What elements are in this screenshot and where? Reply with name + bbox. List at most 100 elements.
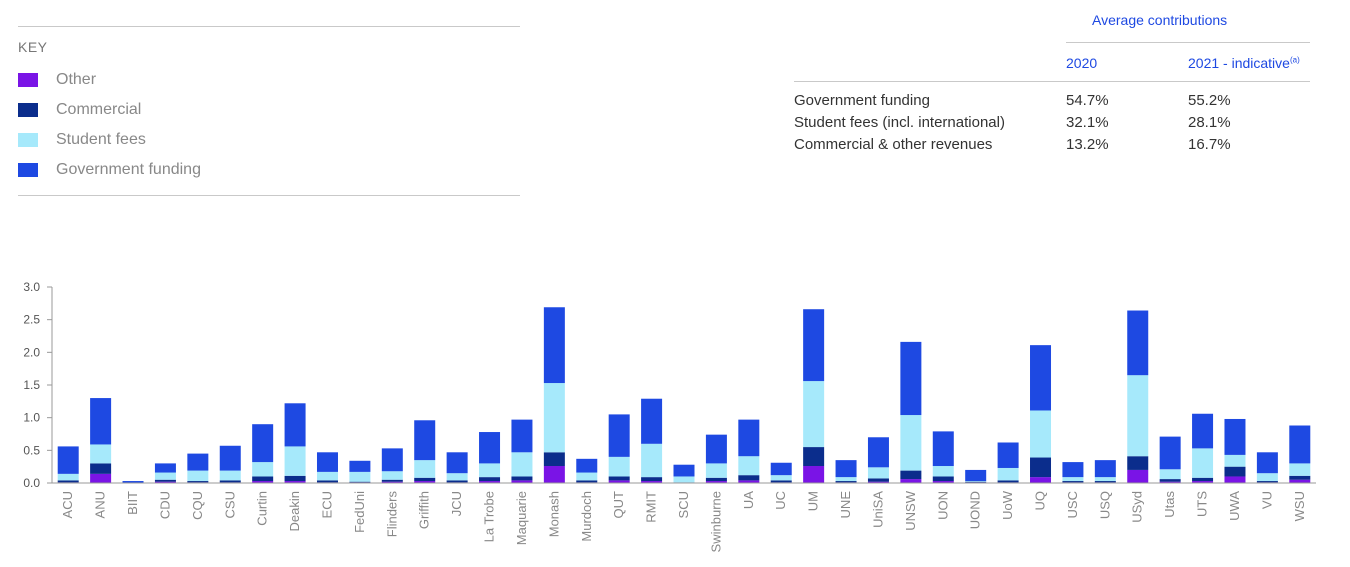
x-tick-label: UTS	[1195, 491, 1210, 517]
x-tick-label: Flinders	[384, 491, 399, 538]
bar-segment-student-fees	[932, 466, 954, 477]
bar-segment-student-fees	[1062, 477, 1084, 482]
bar-segment-government-funding	[1289, 425, 1311, 464]
x-tick-label: JCU	[449, 491, 464, 516]
bar-segment-commercial	[1094, 481, 1116, 483]
value-2021: 16.7%	[1188, 136, 1231, 153]
bar-segment-student-fees	[90, 444, 112, 464]
x-tick-label: USC	[1065, 491, 1080, 518]
x-tick-label: CSU	[222, 491, 237, 518]
bar-segment-government-funding	[705, 434, 727, 464]
value-2021: 55.2%	[1188, 92, 1231, 109]
bar-segment-government-funding	[1127, 310, 1149, 376]
bar-segment-government-funding	[835, 460, 857, 478]
key-title: KEY	[18, 39, 48, 55]
bar-segment-other	[284, 481, 306, 483]
bar-segment-other	[1127, 469, 1149, 483]
y-tick-label: 2.0	[23, 345, 40, 359]
x-tick-label: CDU	[157, 491, 172, 519]
x-tick-label: UC	[773, 491, 788, 510]
bar-segment-government-funding	[576, 458, 598, 473]
key-bottom-rule	[18, 195, 520, 196]
bar-segment-student-fees	[1094, 477, 1116, 482]
swatch-government-funding	[18, 163, 38, 177]
bar-segment-government-funding	[381, 448, 403, 472]
bar-segment-student-fees	[1030, 410, 1052, 458]
bar-segment-student-fees	[641, 443, 663, 478]
row-label: Government funding	[794, 92, 930, 109]
x-tick-label: UA	[741, 491, 756, 509]
bar-segment-student-fees	[1289, 463, 1311, 476]
x-tick-label: Griffith	[417, 491, 432, 529]
bar-segment-student-fees	[1192, 448, 1214, 478]
bar-segment-government-funding	[316, 452, 338, 472]
bar-segment-student-fees	[1224, 454, 1246, 467]
key-label: Commercial	[56, 101, 142, 118]
table-title: Average contributions	[1092, 12, 1228, 28]
x-tick-label: SCU	[676, 491, 691, 518]
bar-segment-student-fees	[414, 460, 436, 478]
bar-segment-other	[738, 480, 760, 483]
bar-segment-commercial	[867, 478, 889, 482]
bar-segment-commercial	[835, 481, 857, 483]
key-item-commercial: Commercial	[18, 95, 520, 125]
x-tick-label: UOND	[968, 491, 983, 529]
bar-segment-government-funding	[90, 398, 112, 445]
bar-segment-other	[1289, 479, 1311, 483]
x-tick-label: UQ	[1033, 491, 1048, 511]
bar-segment-student-fees	[673, 476, 695, 483]
bar-segment-government-funding	[1192, 413, 1214, 449]
bar-segment-government-funding	[867, 437, 889, 468]
x-tick-label: WSU	[1292, 491, 1307, 521]
x-tick-label: Utas	[1162, 491, 1177, 518]
x-tick-label: ECU	[319, 491, 334, 518]
bar-segment-commercial	[57, 480, 79, 483]
bar-segment-commercial	[90, 463, 112, 474]
key-item-government-funding: Government funding	[18, 155, 520, 185]
bar-segment-student-fees	[1256, 473, 1278, 482]
x-tick-label: VU	[1259, 491, 1274, 509]
x-tick-label: UM	[806, 491, 821, 511]
swatch-student-fees	[18, 133, 38, 147]
bar-segment-commercial	[1289, 475, 1311, 480]
bar-segment-other	[608, 480, 630, 483]
bar-segment-commercial	[1256, 481, 1278, 483]
bar-segment-student-fees	[479, 463, 501, 478]
bar-segment-commercial	[770, 480, 792, 483]
x-tick-label: UWA	[1227, 491, 1242, 521]
bar-segment-government-funding	[154, 463, 176, 473]
bar-segment-government-funding	[965, 469, 987, 482]
bar-segment-student-fees	[381, 471, 403, 480]
bar-segment-other	[932, 481, 954, 483]
bar-segment-government-funding	[1030, 345, 1052, 411]
value-2020: 32.1%	[1066, 114, 1109, 131]
bar-segment-other	[154, 481, 176, 483]
bar-segment-other	[543, 466, 565, 483]
bar-segment-student-fees	[770, 475, 792, 481]
bar-segment-government-funding	[932, 431, 954, 467]
footnote-marker: (a)	[1289, 55, 1300, 65]
bar-segment-other	[1030, 477, 1052, 483]
bar-segment-government-funding	[1062, 462, 1084, 478]
bar-segment-commercial	[1030, 457, 1052, 478]
value-2021: 28.1%	[1188, 114, 1231, 131]
bar-segment-commercial	[1192, 477, 1214, 482]
bar-segment-student-fees	[576, 472, 598, 481]
bar-segment-commercial	[608, 476, 630, 481]
bar-segment-student-fees	[997, 467, 1019, 481]
bar-segment-government-funding	[770, 462, 792, 476]
bar-segment-student-fees	[284, 446, 306, 476]
y-tick-label: 1.0	[23, 411, 40, 425]
column-header-2021: 2021 - indicative(a)	[1188, 55, 1300, 71]
bar-segment-commercial	[576, 480, 598, 483]
bar-segment-commercial	[414, 477, 436, 482]
bar-segment-commercial	[219, 480, 241, 483]
y-tick-label: 2.5	[23, 313, 40, 327]
bar-segment-commercial	[252, 476, 274, 482]
bar-segment-other	[803, 466, 825, 483]
column-header-2020: 2020	[1066, 55, 1098, 71]
y-tick-label: 0.0	[23, 476, 40, 490]
table-body-rule	[794, 81, 1310, 82]
bar-segment-student-fees	[57, 473, 79, 481]
bar-segment-commercial	[1159, 479, 1181, 482]
